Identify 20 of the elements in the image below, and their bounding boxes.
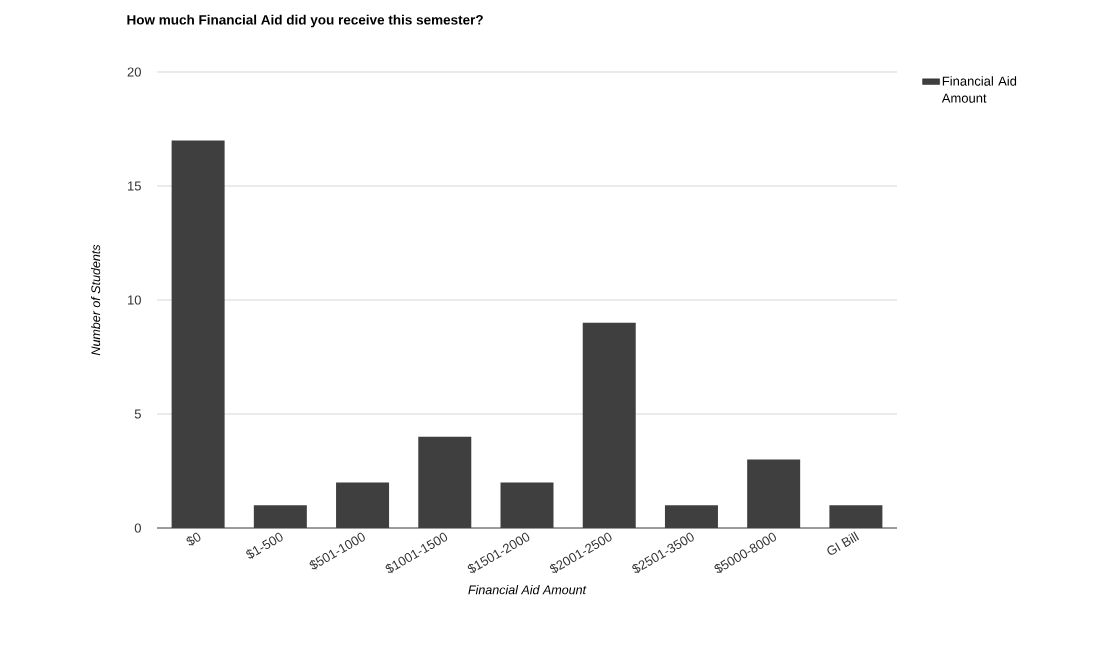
y-tick-label: 15 [128, 181, 141, 191]
bar [253, 505, 307, 528]
bar [418, 436, 472, 528]
x-axis-title: Financial Aid Amount [468, 585, 587, 595]
bar [500, 482, 554, 528]
bar [336, 482, 390, 528]
chart-title: How much Financial Aid did you receive this semester? [127, 14, 483, 28]
y-axis-title: Number of Students [90, 244, 101, 356]
bar [747, 459, 801, 528]
x-tick-label: $0 [186, 532, 201, 546]
y-tick-label: 20 [127, 67, 141, 77]
x-tick-label: GI Bill [827, 531, 860, 555]
bar [171, 140, 225, 528]
bar [582, 322, 636, 528]
y-tick-label: 10 [128, 295, 141, 305]
y-tick-label: 0 [134, 523, 141, 533]
bar [829, 505, 883, 528]
y-tick-label: 5 [134, 409, 141, 419]
bar [664, 505, 718, 528]
legend-label: Financial Aid Amount [941, 76, 1017, 103]
